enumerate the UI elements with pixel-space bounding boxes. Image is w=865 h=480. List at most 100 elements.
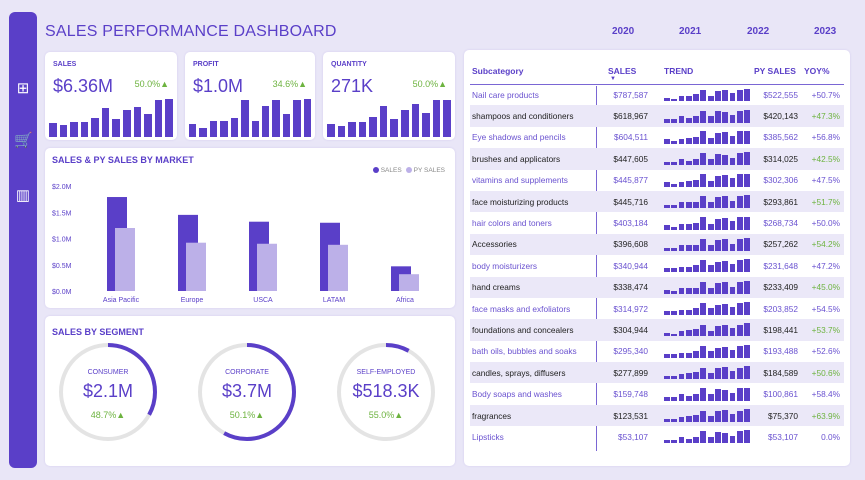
trend-bar bbox=[685, 224, 692, 230]
kpi-bar bbox=[165, 99, 173, 137]
col-yoy[interactable]: YOY% bbox=[804, 58, 844, 85]
trend-bar bbox=[715, 133, 721, 144]
kpi-bar bbox=[241, 100, 249, 137]
trend-bar bbox=[744, 259, 751, 273]
table-row[interactable]: face masks and exfoliators $314,972 $203… bbox=[470, 298, 844, 319]
cell-trend bbox=[654, 190, 754, 213]
y-tick-label: $0.5M bbox=[52, 263, 72, 270]
trend-bar bbox=[722, 154, 729, 166]
trend-bar bbox=[736, 431, 743, 444]
trend-bar bbox=[729, 157, 736, 166]
col-py-sales[interactable]: PY SALES bbox=[754, 58, 804, 85]
col-subcategory[interactable]: Subcategory bbox=[470, 58, 598, 85]
kpi-bar bbox=[91, 118, 99, 137]
trend-bar bbox=[744, 88, 751, 102]
cell-py-sales: $257,262 bbox=[754, 233, 804, 256]
trend-bar bbox=[729, 115, 736, 123]
trend-bar bbox=[700, 367, 707, 380]
table-row[interactable]: hand creams $338,474 $233,409 +45.0% bbox=[470, 276, 844, 298]
trend-bar bbox=[715, 368, 721, 380]
trend-bar bbox=[700, 196, 707, 209]
year-filter-2021[interactable]: 2021 bbox=[679, 26, 702, 37]
kpi-value: 271K bbox=[331, 76, 374, 96]
trend-bar bbox=[707, 436, 714, 444]
table-row[interactable]: shampoos and conditioners $618,967 $420,… bbox=[470, 105, 844, 127]
trend-bar bbox=[678, 96, 685, 102]
table-row[interactable]: vitamins and supplements $445,877 $302,3… bbox=[470, 170, 844, 191]
cell-subcategory: vitamins and supplements bbox=[472, 175, 568, 186]
trend-bar bbox=[685, 160, 692, 166]
trend-bar bbox=[736, 90, 743, 102]
year-filter-2022[interactable]: 2022 bbox=[747, 26, 770, 37]
trend-bar bbox=[715, 431, 721, 444]
cell-sales: $618,967 bbox=[598, 105, 654, 127]
trend-bar bbox=[664, 333, 670, 337]
table-row[interactable]: face moisturizing products $445,716 $293… bbox=[470, 190, 844, 213]
kpi-change: 34.6%▲ bbox=[272, 79, 307, 89]
trend-bar bbox=[736, 239, 743, 251]
kpi-bar bbox=[358, 121, 367, 137]
cell-subcategory: face moisturizing products bbox=[470, 190, 598, 213]
cell-sales: $604,511 bbox=[614, 132, 648, 143]
gauge-arc bbox=[59, 343, 157, 441]
apps-add-icon[interactable]: ⊞ bbox=[16, 80, 30, 97]
segment-gauge-self-employed: SELF-EMPLOYED $518.3K 55.0%▲ bbox=[336, 342, 436, 442]
trend-bar bbox=[715, 262, 721, 273]
trend-bar bbox=[678, 437, 685, 444]
trend-bar bbox=[707, 158, 714, 166]
segment-label: SELF-EMPLOYED bbox=[356, 369, 416, 376]
table-row[interactable]: brushes and applicators $447,605 $314,02… bbox=[470, 148, 844, 170]
kpi-bar bbox=[401, 109, 409, 137]
subcategory-table: Subcategory SALES ▼ TREND PY SALES YOY% N… bbox=[470, 58, 844, 448]
trend-bar bbox=[729, 307, 736, 316]
trend-bar bbox=[685, 352, 692, 358]
year-filter-2023[interactable]: 2023 bbox=[814, 26, 837, 37]
cell-yoy: +56.8% bbox=[811, 132, 840, 143]
cell-py-sales: $302,306 bbox=[763, 175, 798, 186]
table-row[interactable]: bath oils, bubbles and soaks $295,340 $1… bbox=[470, 341, 844, 362]
table-row[interactable]: body moisturizers $340,944 $231,648 +47.… bbox=[470, 255, 844, 276]
cell-yoy: +52.6% bbox=[811, 346, 840, 357]
table-row[interactable]: Lipsticks $53,107 $53,107 0.0% bbox=[470, 426, 844, 447]
table-row[interactable]: Accessories $396,608 $257,262 +54.2% bbox=[470, 233, 844, 256]
trend-bar bbox=[722, 89, 729, 102]
table-row[interactable]: candles, sprays, diffusers $277,899 $184… bbox=[470, 362, 844, 384]
trend-bar bbox=[729, 327, 736, 337]
trend-bar bbox=[736, 153, 743, 166]
table-row[interactable]: Eye shadows and pencils $604,511 $385,56… bbox=[470, 127, 844, 148]
cell-sales: $445,716 bbox=[598, 190, 654, 213]
x-tick-label: Asia Pacific bbox=[103, 297, 140, 304]
kpi-bar bbox=[49, 123, 57, 137]
col-trend[interactable]: TREND bbox=[654, 58, 754, 85]
trend-bar bbox=[715, 282, 721, 294]
trend-bar bbox=[707, 394, 714, 401]
trend-bar bbox=[685, 201, 692, 209]
trend-bar bbox=[707, 138, 714, 144]
bar-chart-icon[interactable]: ▥ bbox=[15, 187, 31, 204]
kpi-value: $1.0M bbox=[193, 76, 244, 96]
table-row[interactable]: Nail care products $787,587 $522,555 +50… bbox=[470, 84, 844, 105]
trend-bar bbox=[715, 347, 721, 358]
table-row[interactable]: foundations and concealers $304,944 $198… bbox=[470, 319, 844, 341]
kpi-label: SALES bbox=[53, 61, 77, 68]
table-row[interactable]: hair colors and toners $403,184 $268,734… bbox=[470, 212, 844, 233]
cell-subcategory: body moisturizers bbox=[472, 260, 538, 271]
segment-label: CORPORATE bbox=[225, 369, 269, 376]
trend-bar bbox=[678, 138, 685, 144]
cart-add-icon[interactable]: 🛒 bbox=[14, 132, 33, 149]
kpi-bar bbox=[379, 106, 388, 137]
cell-py-sales: $184,589 bbox=[754, 362, 804, 384]
year-filter-2020[interactable]: 2020 bbox=[612, 26, 635, 37]
trend-bar bbox=[671, 184, 678, 187]
trend-bar bbox=[707, 95, 714, 102]
table-row[interactable]: Body soaps and washes $159,748 $100,861 … bbox=[470, 383, 844, 404]
trend-bar bbox=[707, 287, 714, 294]
trend-bar bbox=[722, 304, 729, 316]
kpi-bar bbox=[261, 105, 270, 137]
col-sales[interactable]: SALES ▼ bbox=[598, 58, 654, 85]
trend-bar bbox=[736, 367, 743, 380]
trend-bar bbox=[671, 376, 678, 380]
cell-py-sales: $53,107 bbox=[768, 431, 798, 442]
trend-bar bbox=[664, 419, 670, 423]
table-row[interactable]: fragrances $123,531 $75,370 +63.9% bbox=[470, 404, 844, 427]
